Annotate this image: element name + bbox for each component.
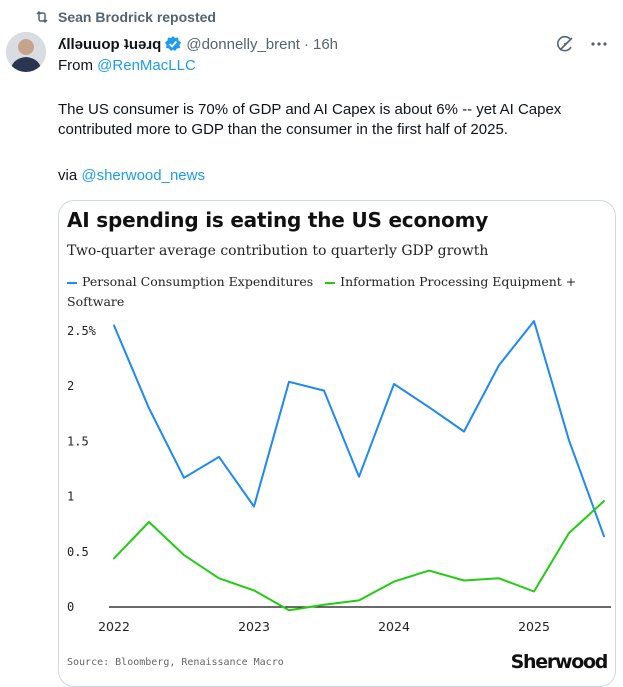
post-header: ʎllǝuuop ʇuǝɹq @donnelly_brent · 16h — [58, 33, 609, 55]
grok-icon[interactable] — [555, 34, 575, 54]
more-options-icon[interactable] — [589, 34, 609, 54]
legend-item-ipe: Information Processing Equipment + Softw… — [67, 274, 576, 309]
author-name[interactable]: ʎllǝuuop ʇuǝɹq — [58, 35, 162, 53]
chart-legend: Personal Consumption Expenditures Inform… — [67, 272, 607, 312]
legend-label-ipe: Information Processing Equipment + Softw… — [67, 274, 577, 309]
repost-label: Sean Brodrick reposted — [58, 9, 216, 25]
repost-indicator[interactable]: Sean Brodrick reposted — [34, 9, 216, 25]
series-line-pce — [113, 320, 605, 538]
legend-item-pce: Personal Consumption Expenditures — [67, 274, 313, 289]
separator-dot: · — [303, 35, 309, 53]
via-prefix: via — [58, 167, 82, 184]
from-prefix: From — [58, 57, 98, 74]
y-tick-label: 0.5 — [67, 545, 89, 559]
x-tick-label: 2024 — [378, 619, 410, 634]
x-tick-label: 2022 — [98, 619, 130, 634]
y-tick-label: 2.5% — [67, 324, 97, 338]
chart-title: AI spending is eating the US economy — [67, 208, 489, 232]
verified-badge-icon — [164, 35, 182, 53]
via-line: via @sherwood_news — [58, 166, 205, 186]
legend-label-pce: Personal Consumption Expenditures — [82, 274, 314, 289]
chart-subtitle: Two-quarter average contribution to quar… — [67, 243, 489, 259]
legend-swatch-ipe — [325, 281, 336, 284]
avatar[interactable] — [6, 32, 46, 72]
author-handle[interactable]: @donnelly_brent — [186, 35, 300, 53]
y-tick-label: 2 — [67, 379, 74, 393]
mention-renmac[interactable]: @RenMacLLC — [97, 57, 196, 74]
sherwood-logo: Sherwood — [510, 651, 609, 673]
media-card[interactable]: AI spending is eating the US economy Two… — [58, 200, 616, 687]
y-tick-label: 1 — [67, 490, 74, 504]
mention-sherwood[interactable]: @sherwood_news — [81, 167, 205, 184]
chart-plot: 2.5% 2 1.5 1 0.5 0 2022 2023 2024 2025 — [67, 320, 611, 634]
post-body: The US consumer is 70% of GDP and AI Cap… — [58, 101, 562, 138]
from-line: From @RenMacLLC — [58, 56, 196, 76]
y-tick-label: 1.5 — [67, 434, 89, 448]
chart-source: Source: Bloomberg, Renaissance Macro — [67, 657, 284, 668]
post-time[interactable]: 16h — [312, 35, 339, 53]
x-tick-label: 2023 — [238, 619, 270, 634]
repost-icon — [34, 9, 50, 25]
series-line-ipe — [113, 500, 605, 612]
x-tick-label: 2025 — [518, 619, 550, 634]
legend-swatch-pce — [67, 281, 77, 284]
y-tick-label: 0 — [67, 600, 74, 614]
